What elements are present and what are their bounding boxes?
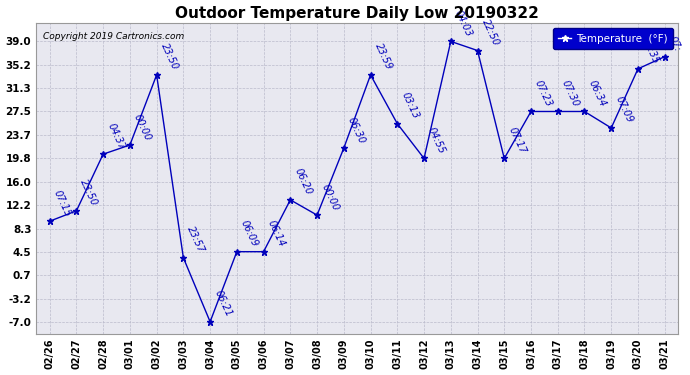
Text: 07:23: 07:23 xyxy=(533,79,554,108)
Text: 07:15: 07:15 xyxy=(52,188,73,218)
Text: 07:: 07: xyxy=(667,35,682,54)
Text: 07:09: 07:09 xyxy=(613,95,634,125)
Text: 22:50: 22:50 xyxy=(480,18,501,48)
Legend: Temperature  (°F): Temperature (°F) xyxy=(553,28,673,49)
Text: 06:34: 06:34 xyxy=(586,79,608,108)
Text: 04:03: 04:03 xyxy=(453,9,474,38)
Text: 06:21: 06:21 xyxy=(213,289,233,319)
Text: 04:37: 04:37 xyxy=(106,121,126,151)
Text: 23:50: 23:50 xyxy=(159,42,180,72)
Text: 07:30: 07:30 xyxy=(560,79,581,108)
Text: 06:09: 06:09 xyxy=(239,219,260,249)
Text: 00:00: 00:00 xyxy=(132,112,153,142)
Text: 00:00: 00:00 xyxy=(319,182,340,212)
Text: 06:30: 06:30 xyxy=(346,115,367,145)
Text: Copyright 2019 Cartronics.com: Copyright 2019 Cartronics.com xyxy=(43,32,184,41)
Text: 23:59: 23:59 xyxy=(373,42,394,72)
Text: 04:55: 04:55 xyxy=(426,126,447,155)
Title: Outdoor Temperature Daily Low 20190322: Outdoor Temperature Daily Low 20190322 xyxy=(175,6,539,21)
Text: 07:17: 07:17 xyxy=(506,126,527,155)
Text: 06:20: 06:20 xyxy=(293,167,313,197)
Text: 23:50: 23:50 xyxy=(79,178,99,208)
Text: 03:13: 03:13 xyxy=(400,91,420,121)
Text: 23:57: 23:57 xyxy=(186,225,206,255)
Text: 06:14: 06:14 xyxy=(266,219,287,249)
Text: 03:35: 03:35 xyxy=(640,36,661,66)
